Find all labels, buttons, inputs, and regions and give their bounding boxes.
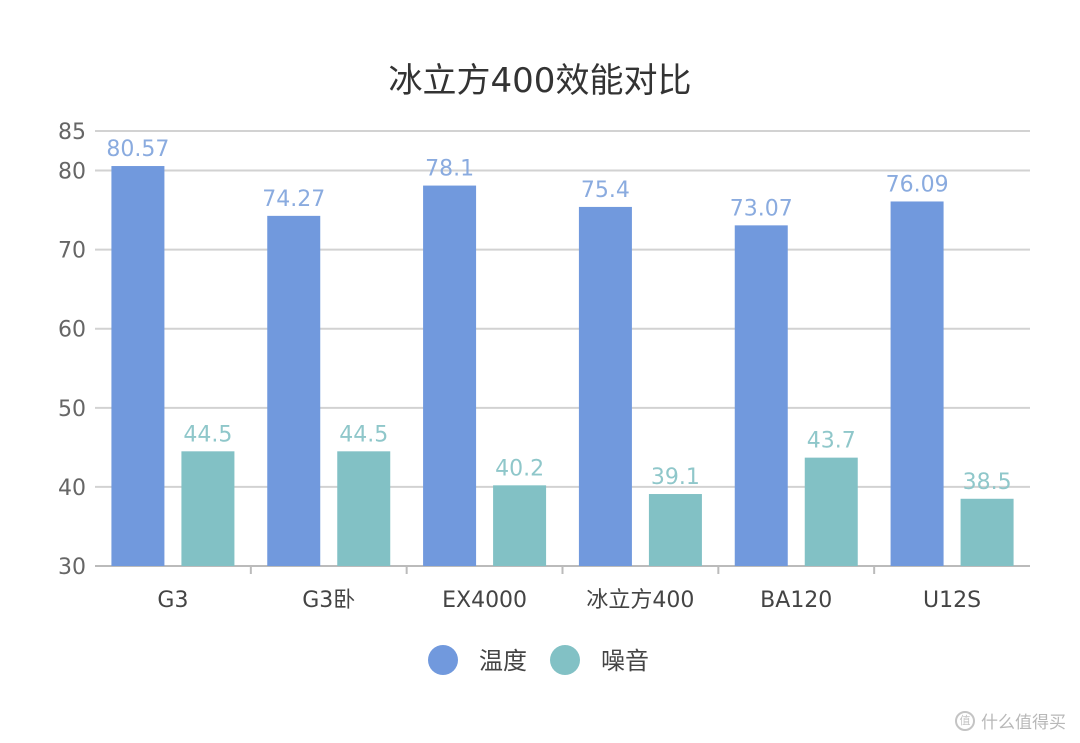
data-label: 38.5: [963, 470, 1012, 495]
x-axis: G3 G3卧 EX4000 冰立方400 BA120 U12S: [157, 566, 981, 613]
y-tick-label: 70: [58, 239, 86, 264]
data-label: 44.5: [339, 422, 388, 447]
bar-temperature: [423, 185, 477, 566]
data-label: 75.4: [581, 178, 630, 203]
data-label: 44.5: [183, 422, 232, 447]
watermark: 值 什么值得买: [955, 708, 1066, 733]
data-label: 39.1: [651, 465, 700, 490]
bar-temperature: [578, 206, 632, 566]
y-tick-label: 85: [58, 120, 86, 145]
data-label: 80.57: [106, 137, 169, 162]
x-tick-label: EX4000: [442, 588, 527, 613]
bar-temperature: [734, 225, 788, 566]
y-tick-label: 50: [58, 397, 86, 422]
chart-title: 冰立方400效能对比: [389, 61, 692, 101]
y-tick-label: 60: [58, 318, 86, 343]
bar-noise: [804, 457, 858, 566]
bar-noise: [337, 451, 391, 566]
legend-label: 温度: [479, 647, 527, 675]
data-label: 40.2: [495, 456, 544, 481]
data-label: 74.27: [262, 187, 325, 212]
gridlines: [95, 130, 1030, 567]
bar-noise: [960, 498, 1014, 566]
x-tick-label: BA120: [760, 588, 832, 613]
bar-temperature: [890, 201, 944, 566]
bar-temperature: [267, 215, 321, 566]
legend-swatch: [550, 645, 580, 675]
data-label: 76.09: [886, 172, 949, 197]
legend-label: 噪音: [601, 647, 649, 675]
watermark-icon: 值: [955, 710, 975, 731]
bar-noise: [181, 451, 235, 566]
x-tick-label: G3卧: [302, 588, 355, 613]
data-label: 78.1: [425, 157, 474, 182]
y-tick-label: 80: [58, 160, 86, 185]
x-tick-label: G3: [157, 588, 188, 613]
x-tick-label: U12S: [923, 588, 981, 613]
bar-noise: [493, 485, 547, 566]
y-tick-label: 30: [58, 555, 86, 580]
x-tick-label: 冰立方400: [586, 588, 694, 613]
y-axis: 30 40 50 60 70 80 85: [58, 120, 86, 580]
y-tick-label: 40: [58, 476, 86, 501]
data-label: 43.7: [807, 429, 856, 454]
data-label: 73.07: [730, 196, 793, 221]
bars: 80.57 44.5 74.27 44.5 78.1 40.2 75.4 39.1 73.07 4…: [106, 137, 1014, 566]
legend: 温度 噪音: [428, 645, 649, 675]
watermark-text: 什么值得买: [981, 713, 1066, 733]
bar-noise: [648, 494, 702, 566]
bar-temperature: [111, 166, 165, 566]
legend-swatch: [428, 645, 458, 675]
